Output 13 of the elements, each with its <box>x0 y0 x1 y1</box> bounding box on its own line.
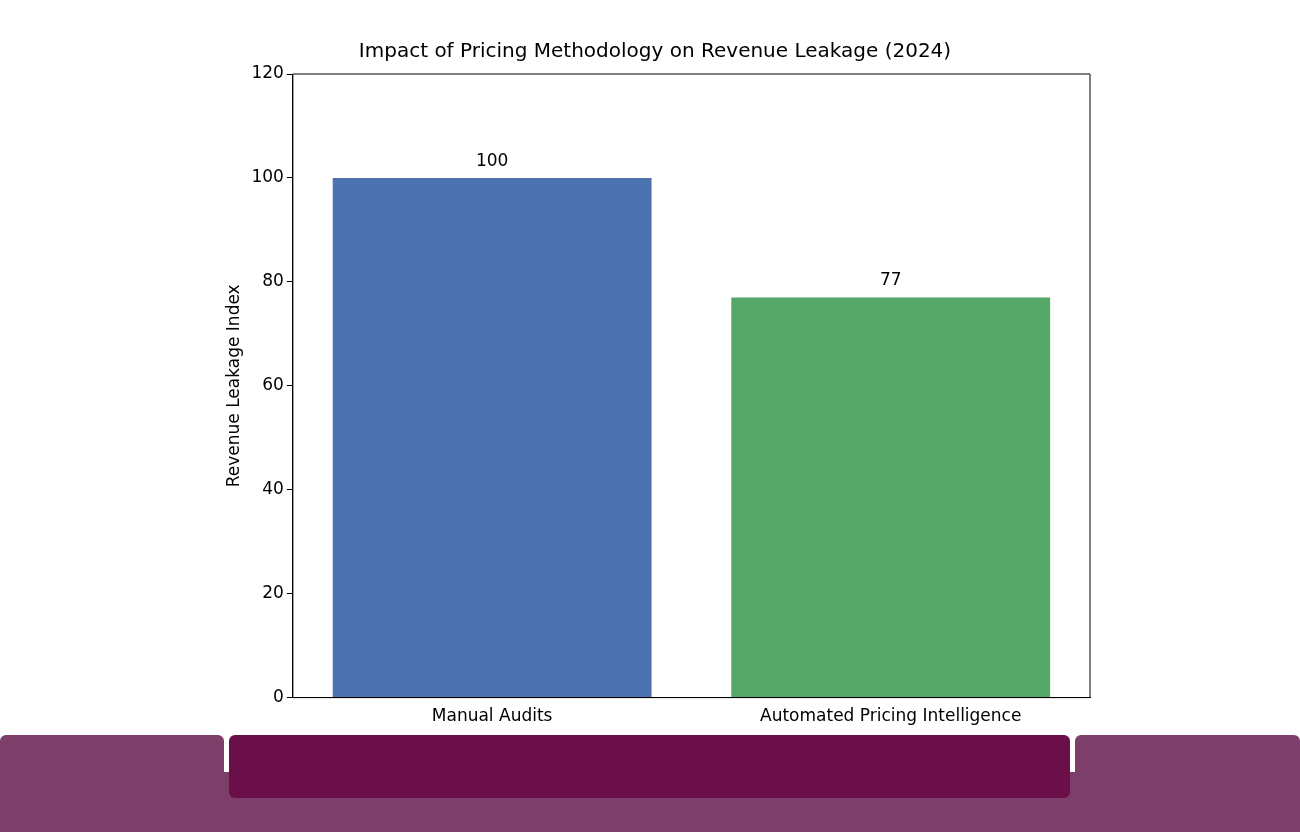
data-label: 77 <box>879 269 902 290</box>
y-tick-label: 60 <box>262 374 284 395</box>
y-tick-label: 40 <box>262 478 284 499</box>
y-tick-label: 20 <box>262 582 284 603</box>
y-tick-label: 80 <box>262 270 284 291</box>
x-tick-label: Automated Pricing Intelligence <box>760 705 1022 726</box>
y-tick-label: 120 <box>251 62 284 83</box>
y-axis-title: Revenue Leakage Index <box>222 284 243 488</box>
chart-title: Impact of Pricing Methodology on Revenue Leakage (2024) <box>358 38 952 63</box>
y-tick-label: 0 <box>273 686 284 707</box>
x-tick-label: Manual Audits <box>431 705 553 726</box>
data-label: 100 <box>475 149 509 170</box>
y-tick-label: 100 <box>251 166 284 187</box>
